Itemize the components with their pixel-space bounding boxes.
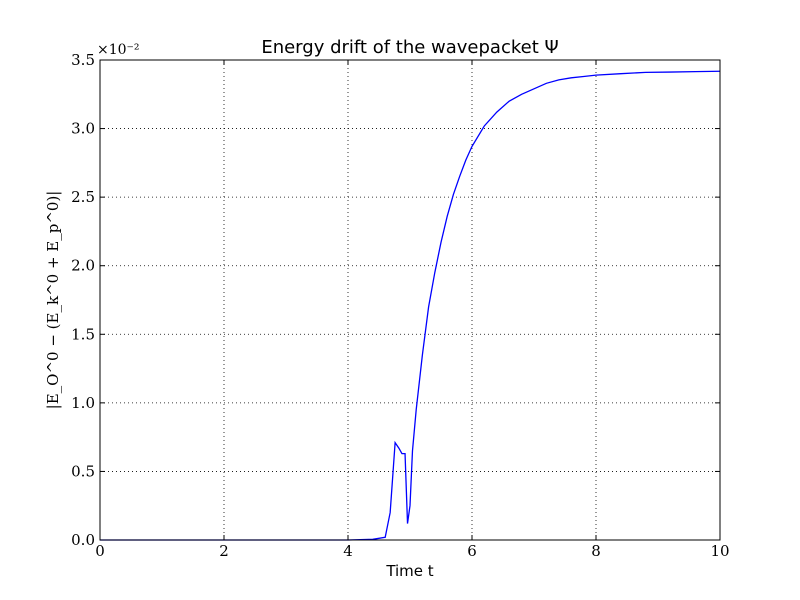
y-tick-label: 3.5 (71, 51, 95, 69)
series-layer (100, 70, 721, 541)
plot-frame (99, 59, 721, 541)
y-tick-label: 0.5 (71, 462, 95, 480)
y-tick-label: 1.5 (71, 325, 95, 343)
x-tick-label: 0 (95, 542, 105, 560)
x-tick-label: 6 (467, 542, 477, 560)
chart-title: Energy drift of the wavepacket Ψ (261, 37, 558, 58)
y-tick-label: 0.0 (71, 531, 95, 549)
y-tick-label: 3.0 (71, 120, 95, 138)
ticks: 0 2 4 6 8 10 0.0 0.5 1.0 1.5 2.0 2.5 3.0 3.5 (71, 51, 729, 560)
x-tick-label: 10 (710, 542, 729, 560)
x-axis-label: Time t (385, 562, 433, 580)
y-tick-label: 1.0 (71, 394, 95, 412)
y-tick-label: 2.5 (71, 188, 95, 206)
x-tick-label: 8 (591, 542, 601, 560)
y-offset-label: ×10⁻² (97, 42, 140, 58)
y-tick-label: 2.0 (71, 257, 95, 275)
x-tick-label: 4 (343, 542, 353, 560)
y-axis-label: |E_O^0 − (E_k^0 + E_p^0)| (44, 191, 62, 410)
series-line-0 (100, 70, 721, 541)
grid (100, 60, 720, 540)
x-tick-label: 2 (219, 542, 229, 560)
